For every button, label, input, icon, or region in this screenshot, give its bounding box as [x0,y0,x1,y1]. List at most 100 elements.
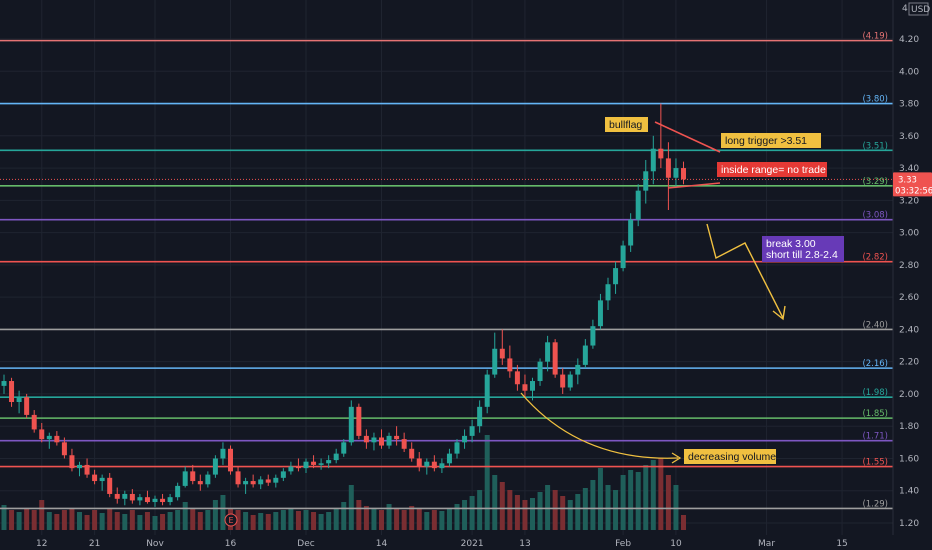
candle-body [635,190,641,220]
countdown: 03:32:56 [895,186,932,196]
volume-bar [499,482,505,530]
candles [1,103,686,507]
candle-body [386,435,392,446]
volume-bar [235,510,241,530]
candle-body [326,460,332,464]
volume-bar [409,506,415,530]
volume-bar [431,510,437,530]
y-tick-label: 2.20 [899,358,919,368]
volume-bar [137,515,143,530]
y-tick-label: 3.60 [899,132,919,142]
volume-bar [31,510,37,530]
volume-bar [190,508,196,530]
candle-body [273,477,279,483]
level-label: (2.40) [862,320,888,330]
x-tick-label: 12 [36,539,47,549]
volume-bar [386,504,392,530]
candle-body [379,437,384,446]
candle-body [228,448,233,472]
annotation-text-2: short till 2.8-2.4 [766,249,838,261]
annotations: bullflag long trigger >3.51 inside range= … [605,117,844,464]
volume-bar [401,510,407,530]
y-tick-label: 3.80 [899,100,919,110]
candle-body [61,442,67,456]
volume-bar [258,513,264,530]
candle-body [235,471,241,485]
candle-body [288,466,294,472]
annotation-text: break 3.00 [766,238,816,250]
volume-bar [658,458,664,530]
candle-body [303,461,309,469]
candle-body [280,471,286,478]
candle-body [212,458,218,475]
y-tick-label: 2.40 [899,325,919,335]
candle-body [122,493,128,499]
volume-bar [650,460,656,530]
volume-bar [605,485,611,530]
annotation-bg [605,117,648,132]
annotation-text: long trigger >3.51 [725,135,807,147]
volume-bar [122,514,128,530]
candle-body [545,342,551,362]
volume-bar [348,485,354,530]
level-label: (4.19) [862,32,888,42]
candle-body [39,429,45,440]
earnings-marker[interactable]: E [224,513,238,527]
candle-body [620,245,626,269]
volume-bar [416,508,422,530]
x-tick-label: 14 [376,539,388,549]
candle-body [394,435,400,440]
volume-bar [144,512,150,530]
candle-body [107,477,113,494]
annotation-1[interactable]: long trigger >3.51 [721,133,821,148]
volume-bar [371,508,377,530]
x-tick-label: 10 [670,539,682,549]
level-label: (1.98) [862,388,888,398]
candle-body [371,437,377,443]
volume-bar [446,508,452,530]
candle-body [514,371,520,385]
x-tick-label: 2021 [461,539,484,549]
volume-bar [635,472,641,530]
time-axis[interactable] [0,535,893,550]
x-tick-label: Feb [615,539,631,549]
candle-body [424,461,430,467]
candle-body [363,435,369,443]
candle-body [492,348,498,375]
candle-body [258,479,264,485]
level-label: (3.51) [862,141,888,151]
annotation-text: decreasing volume [688,451,776,463]
price-axis[interactable] [893,0,932,550]
candle-body [348,406,354,443]
level-label: (1.71) [862,432,888,442]
volume-bar [99,513,105,530]
volume-bar [46,512,52,530]
volume-bar [107,508,113,530]
annotation-4[interactable]: decreasing volume [684,449,776,464]
volume-bar [552,490,558,530]
candle-body [152,498,158,503]
candle-body [613,268,619,285]
candle-body [416,458,422,467]
candle-body [265,479,271,483]
level-label: (2.82) [862,253,888,263]
annotation-2[interactable]: inside range= no trade [717,162,827,177]
y-tick-label: 4.00 [899,67,919,77]
candle-body [220,448,226,459]
candle-body [462,435,468,443]
volume-bar [318,514,324,530]
level-label: (1.85) [862,409,888,419]
y-tick-label: 3.00 [899,229,919,239]
volume-bar [643,465,649,530]
candle-body [92,474,98,482]
annotation-0[interactable]: bullflag [605,117,648,132]
short-path-arrow [706,223,784,319]
curve-arrow-head [671,452,682,464]
candle-body [175,485,181,498]
volume-bar [394,508,400,530]
volume-bar [175,510,181,530]
volume-bar [197,512,203,530]
